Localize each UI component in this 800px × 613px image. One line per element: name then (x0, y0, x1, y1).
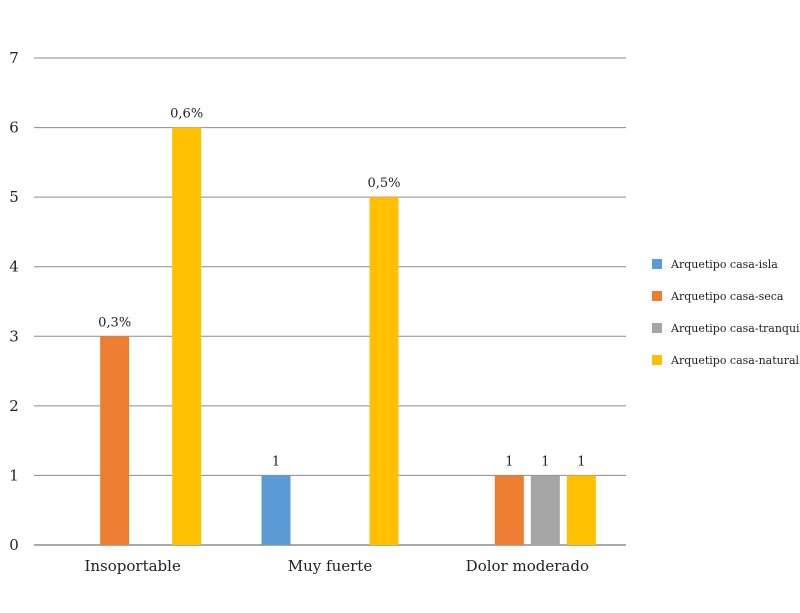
legend-swatch (652, 355, 662, 365)
category-label: Dolor moderado (466, 557, 589, 575)
x-axis-categories: Insoportable Muy fuerte Dolor moderado (84, 557, 589, 575)
bar (172, 127, 202, 546)
grid-lines (34, 57, 626, 546)
bar (494, 475, 524, 545)
y-tick-label: 7 (9, 49, 19, 67)
legend-swatch (652, 259, 662, 269)
y-axis-ticks: 0 1 2 3 4 5 6 7 (9, 49, 19, 554)
y-tick-label: 2 (9, 397, 19, 415)
data-label: 0,6% (170, 107, 203, 122)
data-label: 1 (505, 454, 513, 469)
data-label: 1 (577, 454, 585, 469)
bar (566, 475, 596, 545)
y-tick-label: 0 (9, 536, 19, 554)
data-label: 1 (272, 454, 280, 469)
legend-label: Arquetipo casa-seca (670, 290, 784, 303)
data-label: 0,3% (98, 315, 131, 330)
bar (100, 336, 130, 545)
bars (100, 127, 596, 546)
category-label: Muy fuerte (288, 557, 373, 575)
data-labels: 0,3% 0,6% 1 0,5% 1 1 1 (98, 107, 585, 470)
data-label: 0,5% (367, 176, 400, 191)
legend-swatch (652, 323, 662, 333)
bar (530, 475, 560, 545)
bar (369, 197, 399, 545)
category-label: Insoportable (84, 557, 180, 575)
legend-label: Arquetipo casa-tranquila (670, 322, 800, 335)
legend-label: Arquetipo casa-isla (670, 258, 778, 271)
data-label: 1 (541, 454, 549, 469)
y-tick-label: 4 (9, 258, 19, 276)
legend: Arquetipo casa-isla Arquetipo casa-seca Ar… (652, 258, 800, 367)
legend-swatch (652, 291, 662, 301)
y-tick-label: 5 (9, 188, 19, 206)
y-tick-label: 6 (9, 119, 19, 137)
y-tick-label: 1 (9, 466, 19, 484)
bar (261, 475, 291, 545)
y-tick-label: 3 (9, 327, 19, 345)
legend-label: Arquetipo casa-natural (670, 354, 800, 367)
